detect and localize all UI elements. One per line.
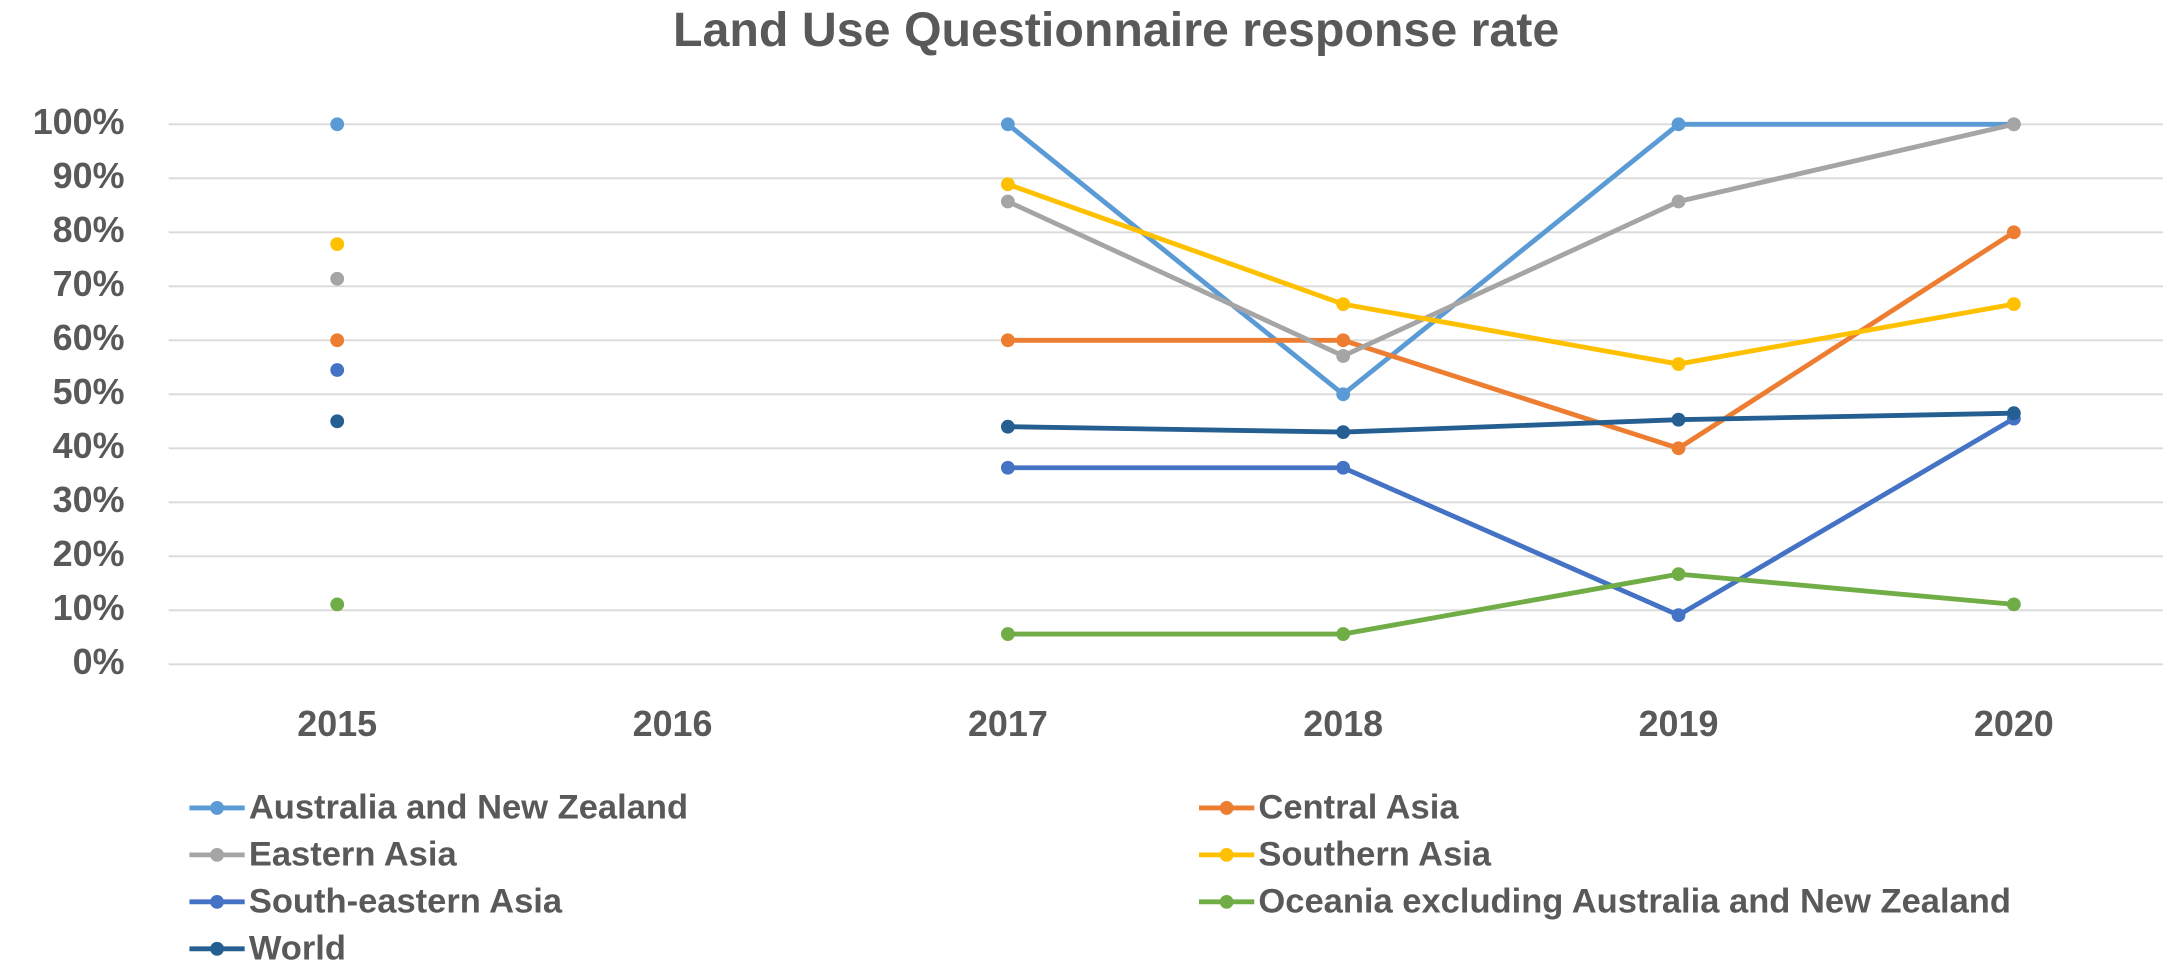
data-point: [330, 597, 345, 612]
data-point: [330, 333, 345, 348]
data-point: [1000, 627, 1015, 641]
data-point: [2006, 406, 2021, 421]
data-point: [1671, 412, 1686, 427]
data-point: [1671, 608, 1686, 623]
data-point: [1671, 117, 1686, 132]
legend-label: Eastern Asia: [249, 835, 458, 873]
x-tick-label: 2018: [1303, 704, 1383, 744]
data-point: [330, 363, 345, 377]
y-tick-label: 20%: [53, 534, 125, 574]
data-point: [1336, 627, 1351, 641]
legend-swatch-marker: [1219, 894, 1234, 909]
data-point: [1671, 357, 1686, 371]
legend-label: South-eastern Asia: [249, 882, 563, 920]
y-tick-label: 80%: [53, 210, 125, 250]
legend-label: Central Asia: [1258, 788, 1459, 826]
x-tick-label: 2015: [297, 704, 377, 744]
series-line: [1006, 121, 2014, 397]
data-point: [330, 237, 345, 252]
y-tick-label: 30%: [53, 480, 125, 520]
data-point: [1336, 333, 1351, 348]
data-point: [1336, 387, 1351, 402]
series-line: [1007, 410, 2014, 435]
series-line: [1007, 571, 2015, 637]
series-line: [1007, 416, 2016, 618]
legend-swatch-marker: [1219, 847, 1234, 862]
y-tick-label: 0%: [73, 642, 125, 682]
data-point: [1671, 194, 1686, 209]
legend-label: World: [249, 929, 346, 964]
data-point: [330, 414, 345, 429]
legend-label: Southern Asia: [1258, 835, 1491, 873]
data-point: [2006, 597, 2021, 612]
data-point: [330, 117, 345, 132]
series-line: [1007, 230, 2016, 451]
y-tick-label: 90%: [53, 156, 125, 196]
legend-swatch-marker: [210, 894, 224, 909]
legend-swatch-marker: [210, 847, 224, 862]
y-tick-label: 100%: [33, 102, 125, 142]
data-point: [1671, 567, 1686, 582]
legend-label: Australia and New Zealand: [249, 788, 688, 826]
chart-title: Land Use Questionnaire response rate: [673, 3, 1559, 57]
data-point: [330, 271, 345, 286]
data-point: [1336, 425, 1351, 440]
data-point: [1671, 441, 1686, 456]
x-tick-label: 2017: [968, 704, 1048, 744]
data-point: [1000, 177, 1015, 192]
data-point: [1000, 460, 1015, 475]
data-point: [1000, 419, 1015, 434]
data-point: [2006, 297, 2021, 312]
y-tick-label: 40%: [53, 426, 125, 466]
x-tick-label: 2020: [1974, 704, 2054, 744]
data-point: [1336, 349, 1351, 363]
legend-label: Oceania excluding Australia and New Zeal…: [1258, 882, 2011, 920]
y-tick-label: 70%: [53, 264, 125, 304]
series-line: [1006, 121, 2015, 359]
data-point: [2006, 225, 2021, 240]
data-point: [2006, 117, 2021, 132]
y-tick-label: 60%: [53, 318, 125, 358]
data-point: [1336, 297, 1351, 312]
x-tick-label: 2019: [1639, 704, 1719, 744]
data-point: [1000, 117, 1015, 132]
data-point: [1336, 460, 1351, 475]
legend-swatch-marker: [210, 801, 224, 815]
y-tick-label: 50%: [53, 372, 125, 412]
x-tick-label: 2016: [633, 704, 713, 744]
data-point: [1000, 333, 1015, 348]
series-line: [1007, 181, 2015, 367]
y-tick-label: 10%: [53, 588, 125, 628]
legend-swatch-marker: [1219, 801, 1234, 815]
data-point: [1000, 194, 1015, 209]
legend-swatch-marker: [210, 941, 224, 956]
